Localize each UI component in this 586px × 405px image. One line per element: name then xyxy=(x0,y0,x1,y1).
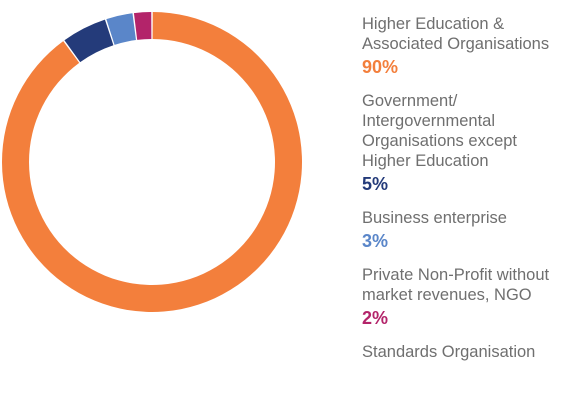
legend-value: 3% xyxy=(362,231,389,251)
legend-label: Higher Education & Associated Organisati… xyxy=(362,15,550,53)
legend-entry-government: Government/ Intergovernmental Organisati… xyxy=(362,91,584,196)
chart-legend: Higher Education & Associated Organisati… xyxy=(362,14,584,374)
donut-slice-3 xyxy=(133,12,152,40)
legend-value: 5% xyxy=(362,174,389,194)
donut-slice-1 xyxy=(64,19,114,63)
legend-value: 90% xyxy=(362,57,399,77)
legend-label: Private Non-Profit without market revenu… xyxy=(362,266,550,304)
legend-label: Standards Organisation xyxy=(362,343,536,361)
legend-label: Business enterprise xyxy=(362,209,507,227)
legend-entry-private-non-profit: Private Non-Profit without market revenu… xyxy=(362,265,584,330)
donut-slice-0 xyxy=(1,12,302,313)
legend-entry-business: Business enterprise 3% xyxy=(362,208,584,253)
donut-slice-2 xyxy=(106,13,136,45)
donut-chart xyxy=(1,12,302,313)
legend-label: Government/ Intergovernmental Organisati… xyxy=(362,92,518,170)
legend-entry-higher-education: Higher Education & Associated Organisati… xyxy=(362,14,584,79)
legend-entry-standards: Standards Organisation xyxy=(362,342,584,362)
legend-value: 2% xyxy=(362,308,389,328)
